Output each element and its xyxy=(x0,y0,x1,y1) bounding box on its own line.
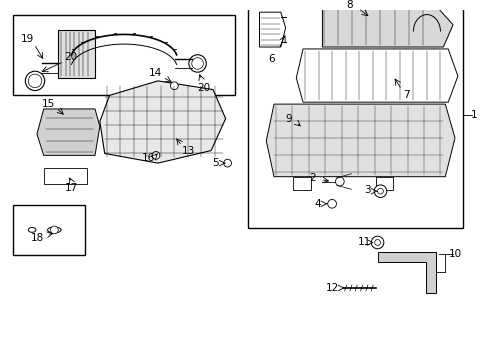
Text: 17: 17 xyxy=(65,183,78,193)
Circle shape xyxy=(224,159,231,167)
Circle shape xyxy=(25,71,45,91)
Text: 1: 1 xyxy=(471,110,478,120)
Polygon shape xyxy=(322,5,453,47)
Text: 7: 7 xyxy=(403,90,410,100)
FancyBboxPatch shape xyxy=(58,30,95,78)
Circle shape xyxy=(328,199,337,208)
Text: 13: 13 xyxy=(182,145,196,156)
Circle shape xyxy=(28,74,42,87)
Text: 12: 12 xyxy=(325,283,339,293)
Circle shape xyxy=(336,177,344,186)
Circle shape xyxy=(152,152,160,159)
Polygon shape xyxy=(37,109,100,156)
Polygon shape xyxy=(266,104,455,177)
Text: 19: 19 xyxy=(21,34,34,44)
Text: 3: 3 xyxy=(365,185,371,195)
Polygon shape xyxy=(296,49,458,102)
Circle shape xyxy=(371,236,384,249)
Text: 14: 14 xyxy=(148,68,162,78)
Circle shape xyxy=(171,82,178,90)
Circle shape xyxy=(375,240,380,246)
Text: 10: 10 xyxy=(448,249,462,259)
Text: 2: 2 xyxy=(309,173,316,183)
Text: 18: 18 xyxy=(30,233,44,243)
Ellipse shape xyxy=(48,227,61,233)
Bar xyxy=(376,177,393,190)
Circle shape xyxy=(192,58,203,69)
Text: 15: 15 xyxy=(42,99,55,109)
Bar xyxy=(13,15,235,95)
Text: 20: 20 xyxy=(197,83,210,93)
Circle shape xyxy=(374,185,387,198)
Bar xyxy=(248,1,463,228)
Bar xyxy=(294,177,311,190)
Polygon shape xyxy=(378,252,436,293)
Ellipse shape xyxy=(28,228,36,232)
Text: 16: 16 xyxy=(142,153,155,163)
Circle shape xyxy=(50,226,58,234)
Text: 20: 20 xyxy=(64,52,77,62)
Circle shape xyxy=(189,55,206,72)
Text: 5: 5 xyxy=(213,158,220,168)
Text: 11: 11 xyxy=(357,238,370,247)
Bar xyxy=(44,168,87,184)
Text: 6: 6 xyxy=(268,54,274,64)
Text: 4: 4 xyxy=(314,199,321,209)
Bar xyxy=(13,205,85,255)
Polygon shape xyxy=(100,81,226,163)
Circle shape xyxy=(378,188,383,194)
Polygon shape xyxy=(260,12,286,47)
Text: 8: 8 xyxy=(346,0,353,10)
Text: 9: 9 xyxy=(285,114,292,123)
